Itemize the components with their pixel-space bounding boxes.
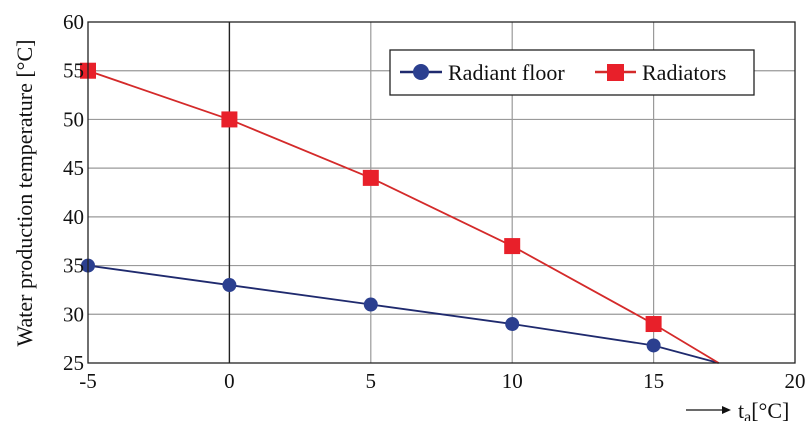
y-tick-label: 30 xyxy=(63,302,84,326)
x-tick-labels: -5 0 5 10 15 20 xyxy=(79,369,805,393)
y-tick-label: 35 xyxy=(63,254,84,278)
svg-text:ta[°C]: ta[°C] xyxy=(738,398,789,421)
legend-label-radiant-floor: Radiant floor xyxy=(448,60,565,85)
data-point-radiators xyxy=(645,316,662,333)
x-axis-arrow-head xyxy=(722,406,731,414)
data-point-radiators xyxy=(504,238,521,255)
y-tick-label: 45 xyxy=(63,156,84,180)
x-axis-label-subscript: a xyxy=(744,409,751,421)
y-tick-labels: 25 30 35 40 45 50 55 60 xyxy=(63,10,84,375)
legend-marker-square xyxy=(607,64,624,81)
y-axis-label: Water production temperature [°C] xyxy=(12,40,37,347)
legend: Radiant floor Radiators xyxy=(389,49,755,96)
data-point-radiators xyxy=(221,111,238,128)
legend-box xyxy=(389,49,755,96)
legend-label-radiators: Radiators xyxy=(642,60,726,85)
data-point-radiant-floor xyxy=(363,297,378,312)
x-tick-label: 0 xyxy=(224,369,235,393)
data-point-radiant-floor xyxy=(222,278,237,293)
y-tick-label: 55 xyxy=(63,59,84,83)
data-point-radiators xyxy=(362,169,379,186)
x-axis-label-unit: [°C] xyxy=(751,398,789,421)
x-axis-label-main: t xyxy=(738,398,744,421)
y-tick-label: 60 xyxy=(63,10,84,34)
legend-item-radiant-floor: Radiant floor xyxy=(400,60,565,85)
y-tick-label: 25 xyxy=(63,351,84,375)
legend-item-radiators: Radiators xyxy=(595,60,726,85)
x-tick-label: 20 xyxy=(785,369,806,393)
data-point-radiant-floor xyxy=(646,338,661,353)
series-markers xyxy=(80,62,662,353)
x-tick-label: 10 xyxy=(502,369,523,393)
series-lines xyxy=(87,69,720,364)
plot-frame xyxy=(87,21,796,364)
x-tick-label: 5 xyxy=(366,369,377,393)
series-line-0 xyxy=(87,264,719,364)
x-tick-label: 15 xyxy=(643,369,664,393)
x-tick-label: -5 xyxy=(79,369,97,393)
series-line-1 xyxy=(87,69,720,364)
y-tick-label: 50 xyxy=(63,107,84,131)
y-tick-label: 40 xyxy=(63,205,84,229)
data-point-radiant-floor xyxy=(505,317,520,332)
x-axis-label: ta[°C] xyxy=(686,398,789,421)
legend-marker-circle xyxy=(413,64,429,80)
